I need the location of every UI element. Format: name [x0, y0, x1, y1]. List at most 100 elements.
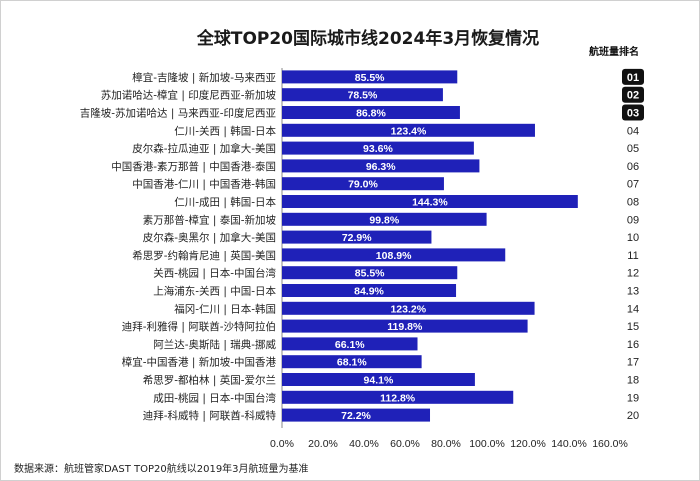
category-label: 希思罗-约翰肯尼迪 | 英国-美国 [132, 249, 276, 262]
bar [282, 212, 487, 226]
category-label: 皮尔森-奥黑尔 | 加拿大-美国 [143, 231, 276, 244]
rank-header: 航班量排名 [589, 45, 639, 58]
rank-label: 19 [627, 392, 639, 404]
bar-series [282, 70, 578, 422]
rank-label: 09 [627, 214, 639, 226]
category-label: 上海浦东-关西 | 中国-日本 [153, 285, 276, 298]
bar [282, 141, 474, 155]
category-label: 苏加诺哈达-樟宜 | 印度尼西亚-新加坡 [101, 89, 277, 102]
bar [282, 408, 431, 422]
x-tick-label: 100.0% [469, 438, 505, 450]
category-label: 迪拜-科威特 | 阿联酋-科威特 [143, 409, 277, 422]
x-tick-label: 40.0% [349, 438, 379, 450]
rank-label: 13 [627, 286, 639, 298]
x-tick-label: 20.0% [308, 438, 338, 450]
bar [282, 248, 506, 262]
category-label: 吉隆坡-苏加诺哈达 | 马来西亚-印度尼西亚 [80, 107, 277, 120]
category-label: 仁川-成田 | 韩国-日本 [174, 196, 276, 209]
rank-label: 12 [627, 268, 639, 280]
bar-value-label: 85.5% [355, 72, 385, 84]
rank-label: 11 [627, 250, 638, 262]
rank-label: 03 [627, 108, 639, 120]
x-axis-ticks: 0.0% 20.0% 40.0% 60.0% 80.0% 100.0% 120.0% 140.… [270, 438, 628, 450]
bar-value-label: 93.6% [363, 143, 393, 155]
category-label: 成田-桃园 | 日本-中国台湾 [153, 391, 276, 404]
category-label: 素万那普-樟宜 | 泰国-新加坡 [143, 213, 277, 226]
x-tick-label: 80.0% [431, 438, 461, 450]
rank-label: 15 [627, 321, 639, 333]
x-tick-label: 60.0% [390, 438, 420, 450]
bar [282, 373, 475, 386]
bar-value-label: 84.9% [354, 286, 384, 298]
bar-value-label: 144.3% [412, 197, 448, 209]
bar-value-label: 86.8% [356, 108, 386, 120]
bar [282, 266, 458, 280]
bar-value-label: 78.5% [348, 90, 378, 102]
rank-badge [622, 68, 644, 85]
bar-value-label: 85.5% [355, 268, 385, 280]
category-label: 樟宜-吉隆坡 | 新加坡-马来西亚 [132, 71, 276, 84]
x-tick-label: 0.0% [270, 438, 294, 450]
rank-label: 17 [627, 357, 639, 369]
category-label: 皮尔森-拉瓜迪亚 | 加拿大-美国 [132, 142, 276, 155]
chart-title: 全球TOP20国际城市线2024年3月恢复情况 [196, 28, 539, 49]
bar-value-label: 112.8% [380, 392, 416, 404]
category-label: 福冈-仁川 | 日本-韩国 [174, 302, 276, 315]
bar [282, 355, 422, 369]
category-label: 中国香港-仁川 | 中国香港-韩国 [132, 178, 276, 191]
bar [282, 70, 458, 84]
rank-label: 05 [627, 143, 639, 155]
bar [282, 319, 528, 333]
bar [282, 301, 535, 315]
rank-label: 20 [627, 410, 639, 422]
category-label: 仁川-关西 | 韩国-日本 [174, 124, 276, 137]
rank-badge [622, 104, 644, 121]
rank-label: 07 [627, 179, 639, 191]
rank-label: 18 [627, 375, 639, 387]
rank-label: 01 [627, 72, 639, 84]
bar-value-label: 108.9% [376, 250, 412, 262]
bar [282, 390, 514, 404]
value-labels: 85.5% 78.5% 86.8% 123.4% 93.6% 96.3% 79.0% 144.… [335, 72, 449, 422]
x-tick-label: 120.0% [510, 438, 546, 450]
bar [282, 230, 432, 244]
source-note: 数据来源：航班管家DAST TOP20航线以2019年3月航班量为基准 [14, 462, 309, 475]
bar-value-label: 79.0% [348, 179, 378, 191]
category-label: 迪拜-利雅得 | 阿联酋-沙特阿拉伯 [122, 320, 276, 333]
category-label: 希思罗-都柏林 | 英国-爱尔兰 [143, 374, 276, 387]
rank-badge [622, 86, 644, 103]
bar-value-label: 96.3% [366, 161, 396, 173]
bar [282, 123, 535, 137]
category-label: 樟宜-中国香港 | 新加坡-中国香港 [122, 356, 277, 369]
bar-value-label: 123.4% [391, 125, 427, 137]
rank-labels: 01 02 03 04 05 06 07 08 09 10 11 12 13 14 15 16 17 18 19 20 [622, 68, 644, 422]
bar [282, 88, 443, 102]
rank-label: 06 [627, 161, 639, 173]
category-label: 阿兰达-奥斯陆 | 瑞典-挪威 [153, 338, 276, 351]
bar-value-label: 123.2% [390, 303, 426, 315]
bar-value-label: 72.9% [342, 232, 372, 244]
rank-label: 10 [627, 232, 639, 244]
bar-value-label: 94.1% [364, 375, 394, 387]
bar [282, 177, 444, 191]
rank-label: 08 [627, 197, 639, 209]
category-label: 中国香港-素万那普 | 中国香港-泰国 [111, 160, 276, 173]
bar-value-label: 68.1% [337, 357, 367, 369]
x-tick-label: 160.0% [592, 438, 628, 450]
bar [282, 337, 418, 351]
category-label: 关西-桃园 | 日本-中国台湾 [153, 267, 276, 280]
x-tick-label: 140.0% [551, 438, 587, 450]
rank-label: 16 [627, 339, 639, 351]
bar-value-label: 99.8% [369, 214, 399, 226]
bar-value-label: 119.8% [387, 321, 423, 333]
bar-value-label: 66.1% [335, 339, 365, 351]
bar-value-label: 72.2% [341, 410, 371, 422]
bar [282, 106, 460, 119]
bar [282, 159, 480, 173]
bar [282, 284, 457, 297]
rank-label: 04 [627, 125, 639, 137]
rank-label: 14 [627, 303, 639, 315]
